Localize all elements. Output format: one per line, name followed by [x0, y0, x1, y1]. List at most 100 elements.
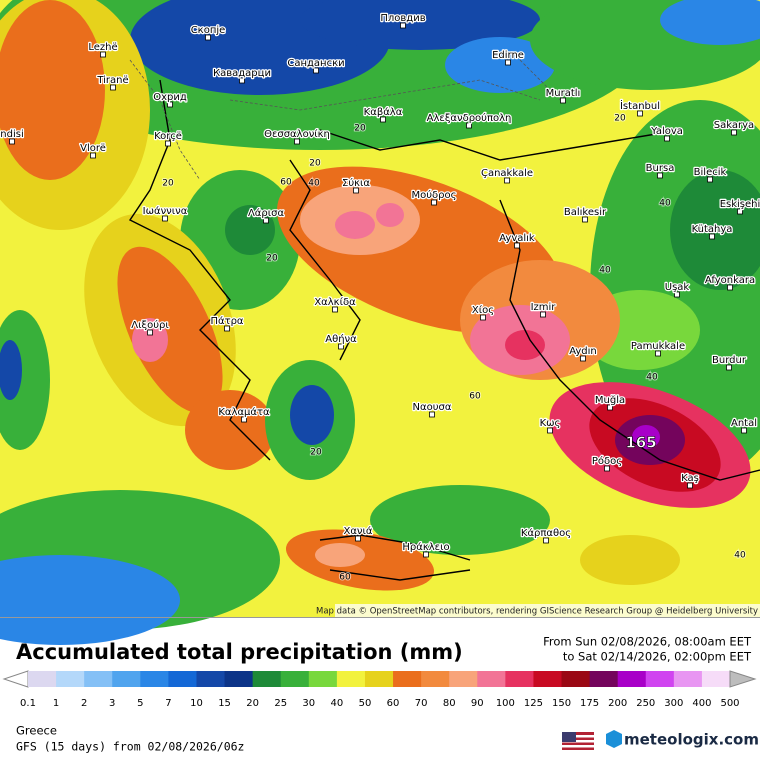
city-label: Muğla: [595, 394, 625, 406]
legend-label: 5: [137, 698, 143, 709]
legend-under: [2, 670, 29, 688]
contour-label: 40: [599, 266, 611, 276]
legend-label: 400: [692, 698, 711, 709]
legend-swatch: [589, 671, 619, 687]
legend-label: 20: [246, 698, 259, 709]
city-label: Çanakkale: [481, 168, 533, 179]
city-dot: [505, 59, 511, 66]
model-run: GFS (15 days) from 02/08/2026/06z: [16, 740, 244, 754]
city-dot: [165, 140, 171, 147]
legend-swatch: [252, 671, 282, 687]
city-dot: [731, 129, 737, 136]
city-dot: [674, 291, 680, 298]
legend-label: 300: [664, 698, 683, 709]
city-label: Κως: [540, 418, 561, 429]
contour-label: 60: [339, 573, 351, 583]
legend-swatch: [168, 671, 197, 687]
city-label: Pamukkale: [631, 341, 685, 352]
legend-swatch: [28, 671, 57, 687]
legend-over: [729, 670, 757, 688]
legend-label: 70: [415, 698, 428, 709]
city-label: Ηράκλειο: [402, 541, 449, 553]
city-label: Πάτρα: [210, 315, 243, 327]
city-dot: [657, 172, 663, 179]
city-dot: [338, 343, 344, 350]
city-label: Muratlı: [546, 88, 581, 99]
city-dot: [431, 199, 437, 206]
city-dot: [741, 427, 747, 434]
city-dot: [543, 537, 549, 544]
city-label: Λιξούρι: [131, 319, 169, 331]
legend-label: 200: [608, 698, 627, 709]
legend-label: 500: [720, 698, 739, 709]
city-dot: [466, 122, 472, 129]
city-label: Θεσσαλονίκη: [264, 128, 330, 140]
legend-swatch: [701, 671, 731, 687]
city-label: Χίος: [472, 304, 494, 316]
legend-label: 80: [443, 698, 456, 709]
city-label: Λάρισα: [248, 207, 285, 219]
city-dot: [687, 482, 693, 489]
city-dot: [560, 97, 566, 104]
city-label: Ναουσα: [413, 402, 452, 413]
valid-from: From Sun 02/08/2026, 08:00am EET: [543, 635, 752, 649]
brand[interactable]: meteologix.com: [624, 731, 759, 749]
legend-swatch: [112, 671, 141, 687]
city-label: Burdur: [712, 355, 747, 366]
legend-label: 60: [387, 698, 400, 709]
city-dot: [480, 314, 486, 321]
city-label: Σύκια: [342, 177, 370, 189]
legend-label: 2: [81, 698, 87, 709]
flag: [562, 732, 594, 750]
legend-label: 250: [636, 698, 655, 709]
city-label: Vlorë: [80, 143, 106, 154]
contour-label: 60: [469, 392, 481, 402]
city-dot: [239, 77, 245, 84]
contour-label: 40: [734, 551, 746, 561]
city-dot: [707, 176, 713, 183]
city-label: Balıkesir: [564, 207, 607, 218]
legend-label: 10: [190, 698, 203, 709]
city-label: Αθήνα: [325, 333, 357, 345]
chart-title: Accumulated total precipitation (mm): [16, 640, 463, 664]
city-dot: [429, 411, 435, 418]
city-dot: [726, 364, 732, 371]
city-dot: [263, 217, 269, 224]
city-dot: [100, 51, 106, 58]
city-label: Edirne: [492, 50, 524, 61]
city-label: Кавадарци: [213, 68, 271, 79]
city-dot: [205, 34, 211, 41]
city-label: Bursa: [646, 163, 675, 174]
city-dot: [224, 325, 230, 332]
city-dot: [604, 465, 610, 472]
city-dot: [167, 101, 173, 108]
city-dot: [607, 404, 613, 411]
city-label: Bilecik: [694, 167, 727, 178]
legend-label: 175: [580, 698, 599, 709]
city-label: Afyonkara: [705, 275, 755, 286]
city-label: Ayvalık: [499, 233, 535, 244]
city-dot: [313, 67, 319, 74]
city-label: Uşak: [665, 282, 690, 293]
city-dot: [241, 416, 247, 423]
legend-label: 3: [109, 698, 115, 709]
city-label: Lezhë: [88, 42, 117, 53]
max-label: 165: [625, 434, 656, 452]
city-label: Yalova: [650, 126, 683, 137]
city-dot: [162, 215, 168, 222]
legend-label: 40: [331, 698, 344, 709]
city-label: Kaş: [681, 473, 699, 484]
city-label: Korçë: [154, 131, 182, 142]
logo-icon: [606, 730, 622, 748]
legend-swatch: [449, 671, 478, 687]
legend-label: 150: [552, 698, 571, 709]
city-dot: [332, 306, 338, 313]
city-label: İstanbul: [620, 99, 660, 112]
contour-label: 20: [354, 124, 366, 134]
city-label: Χαλκίδα: [314, 296, 356, 308]
city-dot: [709, 233, 715, 240]
contour-label: 40: [308, 179, 320, 189]
legend-label: 7: [165, 698, 171, 709]
contour-label: 40: [646, 373, 658, 383]
